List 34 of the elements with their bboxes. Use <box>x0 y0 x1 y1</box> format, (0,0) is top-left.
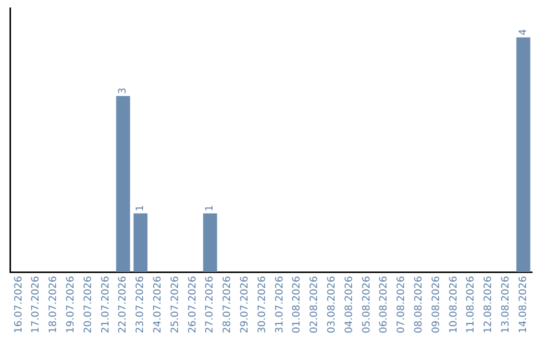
x-tick-label: 22.07.2026 <box>118 276 129 334</box>
x-tick-label: 18.07.2026 <box>48 276 60 334</box>
x-tick-label: 13.08.2026 <box>500 276 512 334</box>
x-tick-label: 11.08.2026 <box>466 276 477 334</box>
x-tick-label: 23.07.2026 <box>135 276 146 334</box>
x-tick-label: 29.07.2026 <box>239 276 250 334</box>
data-label: 1 <box>135 204 146 212</box>
x-tick-label: 03.08.2026 <box>326 276 338 334</box>
x-tick-label: 04.08.2026 <box>344 276 355 334</box>
x-tick-label: 27.07.2026 <box>204 276 216 334</box>
x-tick-label: 24.07.2026 <box>152 276 164 334</box>
data-label: 1 <box>204 204 216 212</box>
x-tick-label: 12.08.2026 <box>483 276 494 334</box>
x-tick-label: 14.08.2026 <box>518 276 529 334</box>
x-tick-label: 19.07.2026 <box>65 276 76 334</box>
x-tick-label: 16.07.2026 <box>13 276 24 334</box>
x-tick-label: 06.08.2026 <box>378 276 390 334</box>
data-label: 4 <box>518 28 529 36</box>
x-tick-label: 08.08.2026 <box>413 276 424 334</box>
x-tick-label: 17.07.2026 <box>30 276 42 334</box>
x-tick-label: 30.07.2026 <box>256 276 268 334</box>
x-tick-label: 21.07.2026 <box>100 276 112 334</box>
x-tick-label: 26.07.2026 <box>187 276 198 334</box>
x-tick-label: 25.07.2026 <box>170 276 181 334</box>
x-tick-label: 05.08.2026 <box>361 276 372 334</box>
data-label: 3 <box>118 88 129 94</box>
x-tick-label: 20.07.2026 <box>82 276 94 334</box>
x-tick-label: 28.07.2026 <box>222 276 234 334</box>
x-tick-label: 31.07.2026 <box>274 276 286 334</box>
x-tick-label: 01.08.2026 <box>292 276 303 334</box>
x-tick-label: 07.08.2026 <box>396 276 408 334</box>
x-tick-label: 10.08.2026 <box>448 276 460 334</box>
x-tick-label: 09.08.2026 <box>430 276 442 334</box>
x-tick-label: 02.08.2026 <box>309 276 320 334</box>
